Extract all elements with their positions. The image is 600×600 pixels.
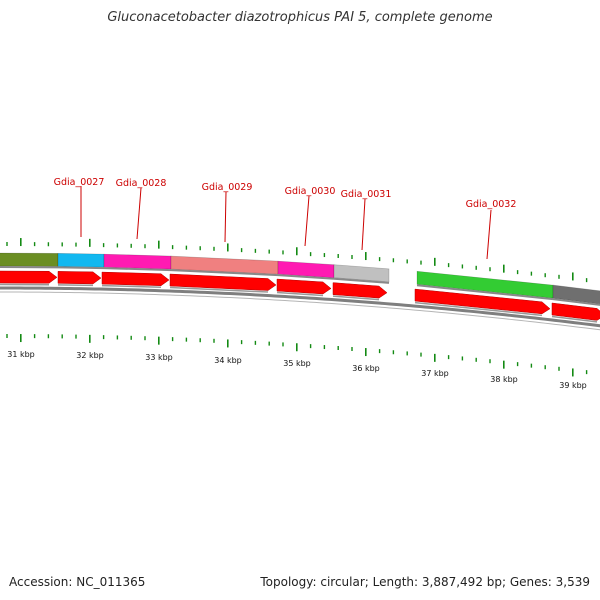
gene-label-gdia-0028[interactable]: Gdia_0028 — [116, 178, 167, 189]
gene-leader-line — [486, 209, 492, 260]
gene-arrow[interactable] — [169, 273, 277, 291]
genome-summary-text: Topology: circular; Length: 3,887,492 bp… — [260, 575, 590, 589]
gene-labels: Gdia_0027 Gdia_0028 Gdia_0029 Gdia_0030 … — [54, 177, 517, 260]
gene-arrow-shadow — [169, 286, 269, 293]
kbp-label: 39 kbp — [559, 381, 587, 390]
gene-label-gdia-0032[interactable]: Gdia_0032 — [466, 199, 517, 210]
accession-text: Accession: NC_011365 — [9, 575, 146, 589]
cog-block-shadow — [552, 298, 600, 306]
kbp-labels: 31 kbp 32 kbp 33 kbp 34 kbp 35 kbp 36 kb… — [7, 350, 587, 390]
kbp-label: 37 kbp — [421, 369, 449, 378]
cog-block-cyan — [57, 253, 105, 268]
gene-arrow-shadow — [57, 284, 94, 287]
kbp-label: 32 kbp — [76, 351, 104, 360]
gene-label-gdia-0031[interactable]: Gdia_0031 — [341, 189, 392, 200]
gene-arrow[interactable] — [332, 282, 388, 299]
gene-arrow[interactable] — [101, 271, 170, 286]
outer-tick-track — [6, 238, 588, 283]
gene-label-gdia-0029[interactable]: Gdia_0029 — [202, 182, 253, 193]
cog-block-shadow — [277, 274, 335, 280]
cog-block-shadow — [416, 284, 554, 301]
gene-leader-line — [361, 198, 366, 251]
gene-arrow-shadow — [332, 295, 380, 301]
backbone-line-outer — [0, 286, 600, 328]
kbp-label: 31 kbp — [7, 350, 35, 359]
backbone-track — [0, 286, 600, 331]
gene-arrow[interactable] — [414, 288, 551, 315]
kbp-label: 36 kbp — [352, 364, 380, 373]
cog-block-shadow — [57, 266, 105, 270]
gene-arrow[interactable] — [551, 302, 600, 321]
kbp-label: 38 kbp — [490, 375, 518, 384]
gene-leader-line — [304, 195, 310, 247]
gene-label-gdia-0030[interactable]: Gdia_0030 — [285, 186, 336, 197]
cog-block-olive — [0, 252, 59, 267]
gene-arrow-shadow — [414, 301, 543, 317]
gene-label-gdia-0027[interactable]: Gdia_0027 — [54, 177, 105, 188]
gene-leader-line — [224, 191, 227, 243]
gene-arrow-shadow — [551, 315, 598, 323]
kbp-label: 34 kbp — [214, 356, 242, 365]
gene-arrow[interactable] — [276, 278, 332, 295]
cog-block-shadow — [103, 267, 172, 272]
gene-arrow[interactable] — [0, 270, 58, 284]
inner-tick-track — [6, 334, 588, 377]
gene-arrow[interactable] — [57, 271, 102, 285]
cog-block-magenta — [103, 253, 172, 270]
genome-title: Gluconacetobacter diazotrophicus PAI 5, … — [107, 10, 493, 25]
cog-block-shadow — [333, 277, 390, 284]
cog-block-shadow — [170, 269, 279, 277]
gene-arrow-shadow — [101, 284, 162, 288]
cog-block-gray — [552, 284, 600, 305]
cog-track — [0, 252, 600, 306]
kbp-label: 35 kbp — [283, 359, 311, 368]
backbone-line-inner — [0, 291, 600, 331]
kbp-label: 33 kbp — [145, 353, 173, 362]
gene-leader-line — [136, 187, 142, 240]
gene-arrow-track — [0, 270, 600, 323]
gene-arrow-shadow — [276, 291, 324, 297]
